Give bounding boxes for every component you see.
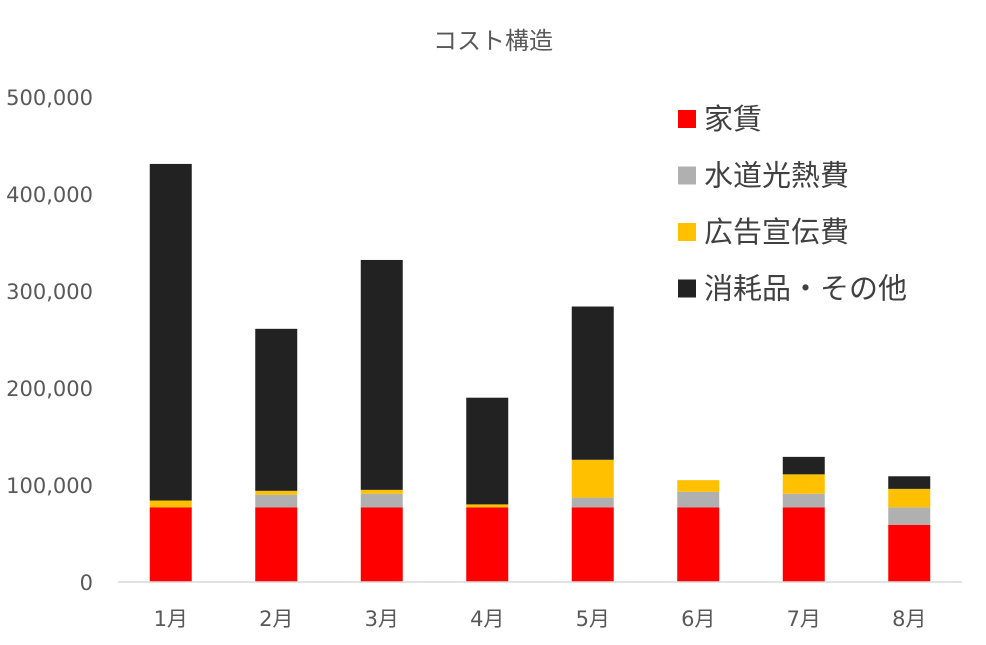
legend-label: 水道光熱費 — [704, 159, 849, 193]
x-tick-label: 1月 — [154, 607, 188, 631]
bar-segment — [255, 494, 298, 508]
legend-label: 家賃 — [704, 102, 762, 136]
legend-label: 広告宣伝費 — [704, 215, 849, 249]
bar-segment — [888, 488, 931, 508]
bar-segment — [466, 397, 509, 505]
bar-segment — [782, 474, 825, 494]
bar-segment — [888, 476, 931, 489]
bar-segment — [782, 456, 825, 475]
bar-segment — [149, 500, 192, 508]
bar-segment — [888, 524, 931, 582]
bar-segment — [888, 507, 931, 525]
x-axis: 1月 2月 3月 4月 5月 6月 7月 8月 — [154, 607, 927, 631]
legend-label: 消耗品・その他 — [704, 272, 907, 306]
y-tick-label: 200,000 — [6, 377, 93, 401]
x-tick-label: 3月 — [365, 607, 399, 631]
bar-segment — [360, 493, 403, 508]
legend-swatch — [678, 279, 696, 298]
bar-segment — [466, 507, 509, 582]
bars — [149, 163, 931, 582]
y-tick-label: 0 — [80, 571, 93, 595]
bar-segment — [782, 493, 825, 508]
legend-swatch — [678, 223, 696, 241]
chart-title: コスト構造 — [433, 27, 553, 55]
bar-segment — [149, 507, 192, 582]
legend-swatch — [678, 166, 696, 185]
x-tick-label: 8月 — [892, 607, 926, 631]
bar-segment — [571, 507, 614, 582]
x-tick-label: 6月 — [681, 607, 715, 631]
bar-segment — [677, 507, 720, 582]
bar-segment — [360, 507, 403, 582]
bar-segment — [571, 497, 614, 508]
y-tick-label: 300,000 — [6, 280, 93, 304]
y-axis: 0 100,000 200,000 300,000 400,000 500,000 — [6, 86, 93, 595]
bar-segment — [255, 490, 298, 495]
x-tick-label: 2月 — [259, 607, 293, 631]
bar-segment — [677, 491, 720, 508]
y-tick-label: 500,000 — [6, 86, 93, 110]
bar-segment — [571, 459, 614, 498]
bar-segment — [360, 259, 403, 490]
x-tick-label: 5月 — [576, 607, 610, 631]
legend-swatch — [678, 110, 696, 128]
bar-segment — [255, 328, 298, 491]
bar-segment — [677, 480, 720, 492]
bar-segment — [782, 507, 825, 582]
x-tick-label: 4月 — [470, 607, 504, 631]
bar-segment — [360, 489, 403, 494]
y-tick-label: 100,000 — [6, 474, 93, 498]
bar-segment — [466, 504, 509, 508]
x-tick-label: 7月 — [787, 607, 821, 631]
bar-segment — [149, 163, 192, 501]
bar-segment — [255, 507, 298, 582]
y-tick-label: 400,000 — [6, 183, 93, 207]
bar-segment — [571, 306, 614, 460]
